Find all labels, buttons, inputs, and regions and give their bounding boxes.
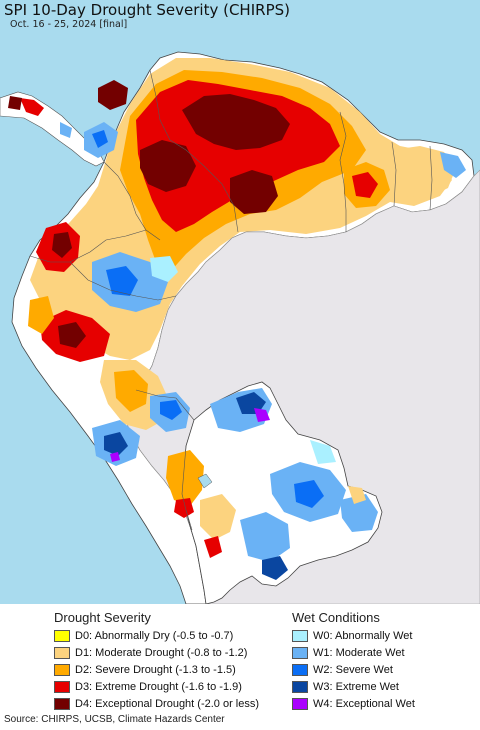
wet-bolivia-w4-spot <box>254 408 270 422</box>
legend-item-d3: D3: Extreme Drought (-1.6 to -1.9) <box>54 679 242 694</box>
wet-bolivia-east-w2 <box>294 480 324 508</box>
legend-item-w4: W4: Exceptional Wet <box>292 696 415 711</box>
country-borders <box>29 69 433 531</box>
legend-swatch-w1 <box>292 646 308 659</box>
footer: Source: CHIRPS, UCSB, Climate Hazards Ce… <box>0 712 480 730</box>
legend-label-d0: D0: Abnormally Dry (-0.5 to -0.7) <box>75 629 234 642</box>
legend-label-d4: D4: Exceptional Drought (-2.0 or less) <box>75 697 260 710</box>
legend-label-w1: W1: Moderate Wet <box>313 646 405 659</box>
legend-swatch-w0 <box>292 629 308 642</box>
map-canvas <box>0 51 480 604</box>
wet-amazon-w0 <box>150 256 178 282</box>
legend-label-w0: W0: Abnormally Wet <box>313 629 413 642</box>
wet-amazon-w2 <box>106 266 138 296</box>
drought-d1-bolivia-south <box>200 494 236 540</box>
wet-bolivia-east-w0 <box>310 440 336 464</box>
drought-d4-lake <box>98 80 128 110</box>
central-america-drought <box>20 98 44 116</box>
drought-d2-peru-south <box>114 370 148 412</box>
legend-swatch-d0 <box>54 629 70 642</box>
legend-label-d1: D1: Moderate Drought (-0.8 to -1.2) <box>75 646 248 659</box>
drought-legend-heading: Drought Severity <box>54 610 151 625</box>
wet-bolivia-north-w3 <box>236 392 266 414</box>
legend-item-d0: D0: Abnormally Dry (-0.5 to -0.7) <box>54 628 233 643</box>
legend-label-w4: W4: Exceptional Wet <box>313 697 415 710</box>
central-america-wet <box>60 122 72 138</box>
map-title: SPI 10-Day Drought Severity (CHIRPS) <box>4 1 290 19</box>
legend-item-d1: D1: Moderate Drought (-0.8 to -1.2) <box>54 645 247 660</box>
legend-label-d3: D3: Extreme Drought (-1.6 to -1.9) <box>75 680 242 693</box>
legend-swatch-w2 <box>292 663 308 676</box>
drought-d1-guiana-east <box>392 146 456 198</box>
legend-item-d4: D4: Exceptional Drought (-2.0 or less) <box>54 696 259 711</box>
legend-item-d2: D2: Severe Drought (-1.3 to -1.5) <box>54 662 236 677</box>
drought-d4-colombia <box>140 140 196 192</box>
wet-bolivia-south-w3 <box>262 556 288 580</box>
legend-swatch-d1 <box>54 646 70 659</box>
legend-label-w2: W2: Severe Wet <box>313 663 393 676</box>
drought-d4-orinoco <box>230 170 278 214</box>
legend: Drought Severity Wet Conditions D0: Abno… <box>0 604 480 712</box>
wet-peru-central-w2 <box>160 400 182 420</box>
legend-item-w1: W1: Moderate Wet <box>292 645 405 660</box>
lake-titicaca <box>197 473 213 489</box>
drought-d4-venezuela <box>182 94 290 150</box>
map-subtitle: Oct. 16 - 25, 2024 [final] <box>10 19 128 30</box>
map-panel: SPI 10-Day Drought Severity (CHIRPS) Oct… <box>0 0 480 604</box>
source-credit: Source: CHIRPS, UCSB, Climate Hazards Ce… <box>4 714 225 725</box>
wet-peru-w4-spot <box>110 452 120 462</box>
legend-label-w3: W3: Extreme Wet <box>313 680 399 693</box>
legend-item-w0: W0: Abnormally Wet <box>292 628 412 643</box>
wet-bolivia-southeast-w1 <box>340 494 378 532</box>
legend-swatch-d3 <box>54 680 70 693</box>
drought-d4-peru-north <box>58 322 86 348</box>
wet-peru-south-w3 <box>104 432 128 456</box>
legend-label-d2: D2: Severe Drought (-1.3 to -1.5) <box>75 663 236 676</box>
legend-item-w2: W2: Severe Wet <box>292 662 393 677</box>
legend-item-w3: W3: Extreme Wet <box>292 679 399 694</box>
central-america-drought-2 <box>8 96 22 110</box>
drought-d3-guiana <box>352 172 378 198</box>
legend-swatch-w3 <box>292 680 308 693</box>
wet-colombia-west-strong <box>92 130 108 148</box>
legend-swatch-w4 <box>292 697 308 710</box>
drought-d2-altiplano <box>166 450 204 506</box>
wet-guiana-east <box>440 152 466 178</box>
drought-d1-bolivia-east <box>348 486 366 504</box>
drought-d2-peru-coast <box>28 296 54 334</box>
drought-d4-ecuador <box>52 232 72 258</box>
wet-bolivia-south-w1 <box>240 512 290 562</box>
wet-legend-heading: Wet Conditions <box>292 610 380 625</box>
legend-swatch-d2 <box>54 663 70 676</box>
drought-d3-chile-north <box>204 536 222 558</box>
legend-swatch-d4 <box>54 697 70 710</box>
drought-d3-altiplano <box>174 498 194 518</box>
